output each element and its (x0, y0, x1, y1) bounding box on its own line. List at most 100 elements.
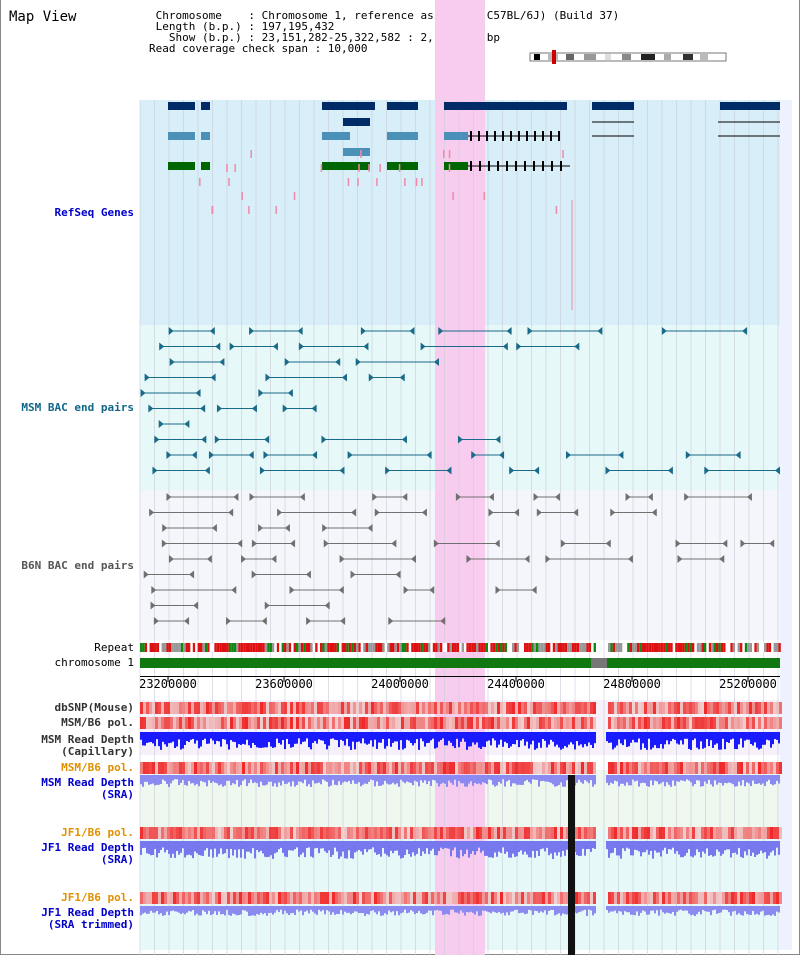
track-label-refseq[interactable]: RefSeq Genes (54, 206, 134, 219)
jf1-depth-trimmed (400, 906, 402, 914)
msm-pol-strip-2 (746, 762, 749, 774)
msm-pol-strip (728, 717, 731, 729)
msm-depth-capillary (580, 732, 582, 745)
jf1-pol-strip (554, 827, 557, 839)
track-label-b6n-bac[interactable]: B6N BAC end pairs (21, 559, 134, 572)
jf1-depth-sra (386, 841, 388, 856)
jf1-depth-trimmed (692, 906, 694, 915)
msm-pol-strip (254, 717, 257, 729)
msm-pol-strip-2 (173, 762, 176, 774)
msm-depth-capillary (456, 732, 458, 739)
jf1-depth-trimmed (592, 906, 594, 916)
jf1-depth-trimmed (338, 906, 340, 915)
msm-pol-strip-2 (326, 762, 329, 774)
jf1-depth-sra (584, 841, 586, 856)
map-view-title: Map View (9, 9, 77, 25)
msm-pol-strip-2 (590, 762, 593, 774)
msm-pol-strip-2 (296, 762, 299, 774)
jf1-pol-strip (671, 827, 674, 839)
jf1-pol-strip (479, 827, 482, 839)
jf1-pol-strip-2 (503, 892, 506, 904)
jf1-pol-strip (476, 827, 479, 839)
dbsnp-strip (317, 702, 320, 714)
dbsnp-strip (506, 702, 509, 714)
repeat-element (360, 643, 364, 652)
dbsnp-strip (728, 702, 731, 714)
jf1-depth-sra (234, 841, 236, 850)
jf1-depth-sra (244, 841, 246, 859)
refseq-gene (592, 102, 634, 110)
jf1-depth-sra (316, 841, 318, 848)
jf1-pol-strip-2 (275, 892, 278, 904)
msm-depth-sra (366, 775, 368, 784)
msm-depth-capillary (712, 732, 714, 748)
jf1-depth-sra (178, 841, 180, 855)
msm-pol-strip-2 (494, 762, 497, 774)
jf1-depth-trimmed (426, 906, 428, 913)
msm-depth-sra (208, 775, 210, 781)
repeat-element (291, 643, 294, 652)
dbsnp-strip (152, 702, 155, 714)
dbsnp-strip (674, 702, 677, 714)
msm-pol-strip (290, 717, 293, 729)
jf1-pol-strip (527, 827, 530, 839)
dbsnp-strip (338, 702, 341, 714)
msm-depth-sra (176, 775, 178, 780)
msm-pol-strip (287, 717, 290, 729)
msm-depth-capillary (684, 732, 686, 739)
msm-depth-sra (200, 775, 202, 781)
msm-pol-strip-2 (473, 762, 476, 774)
msm-depth-sra (658, 775, 660, 785)
repeat-element (466, 643, 469, 652)
refseq-gene (201, 102, 210, 110)
jf1-pol-strip (245, 827, 248, 839)
jf1-pol-strip-2 (362, 892, 365, 904)
msm-depth-sra (174, 775, 176, 780)
jf1-depth-trimmed (560, 906, 562, 916)
jf1-pol-strip-2 (566, 892, 569, 904)
jf1-depth-trimmed (232, 906, 234, 914)
dbsnp-strip (476, 702, 479, 714)
msm-depth-sra (584, 775, 586, 781)
repeat-element (476, 643, 479, 652)
msm-depth-sra (768, 775, 770, 780)
jf1-depth-trimmed (726, 906, 728, 911)
dbsnp-strip (590, 702, 593, 714)
jf1-depth-sra (426, 841, 428, 849)
jf1-pol-strip-2 (653, 892, 656, 904)
bac-end-marker (421, 508, 427, 517)
jf1-pol-strip (371, 827, 374, 839)
dbsnp-strip (713, 702, 716, 714)
jf1-pol-strip-2 (173, 892, 176, 904)
refseq-gene (343, 148, 370, 156)
msm-depth-capillary (570, 732, 572, 743)
track-label-msm-bac[interactable]: MSM BAC end pairs (21, 401, 134, 414)
repeat-element (464, 643, 467, 652)
bac-end-marker (169, 358, 175, 366)
msm-depth-sra (564, 775, 566, 787)
msm-depth-sra (606, 775, 608, 783)
msm-pol-strip (506, 717, 509, 729)
dbsnp-strip (761, 702, 764, 714)
dbsnp-strip (470, 702, 473, 714)
jf1-pol-strip (737, 827, 740, 839)
msm-pol-strip-2 (611, 762, 614, 774)
dbsnp-strip (416, 702, 419, 714)
msm-depth-sra (246, 775, 248, 787)
msm-depth-capillary (424, 732, 426, 747)
jf1-pol-strip-2 (263, 892, 266, 904)
jf1-depth-trimmed (566, 906, 568, 915)
jf1-pol-strip (221, 827, 224, 839)
jf1-pol-strip-2 (401, 892, 404, 904)
jf1-depth-sra (250, 841, 252, 854)
jf1-depth-trimmed (626, 906, 628, 913)
msm-pol-strip (227, 717, 230, 729)
jf1-pol-strip-2 (215, 892, 218, 904)
msm-pol-strip-2 (278, 762, 281, 774)
msm-pol-strip-2 (623, 762, 626, 774)
jf1-depth-trimmed (564, 906, 566, 915)
msm-depth-capillary (332, 732, 334, 739)
refseq-tick (442, 150, 445, 158)
jf1-depth-sra (436, 841, 438, 856)
